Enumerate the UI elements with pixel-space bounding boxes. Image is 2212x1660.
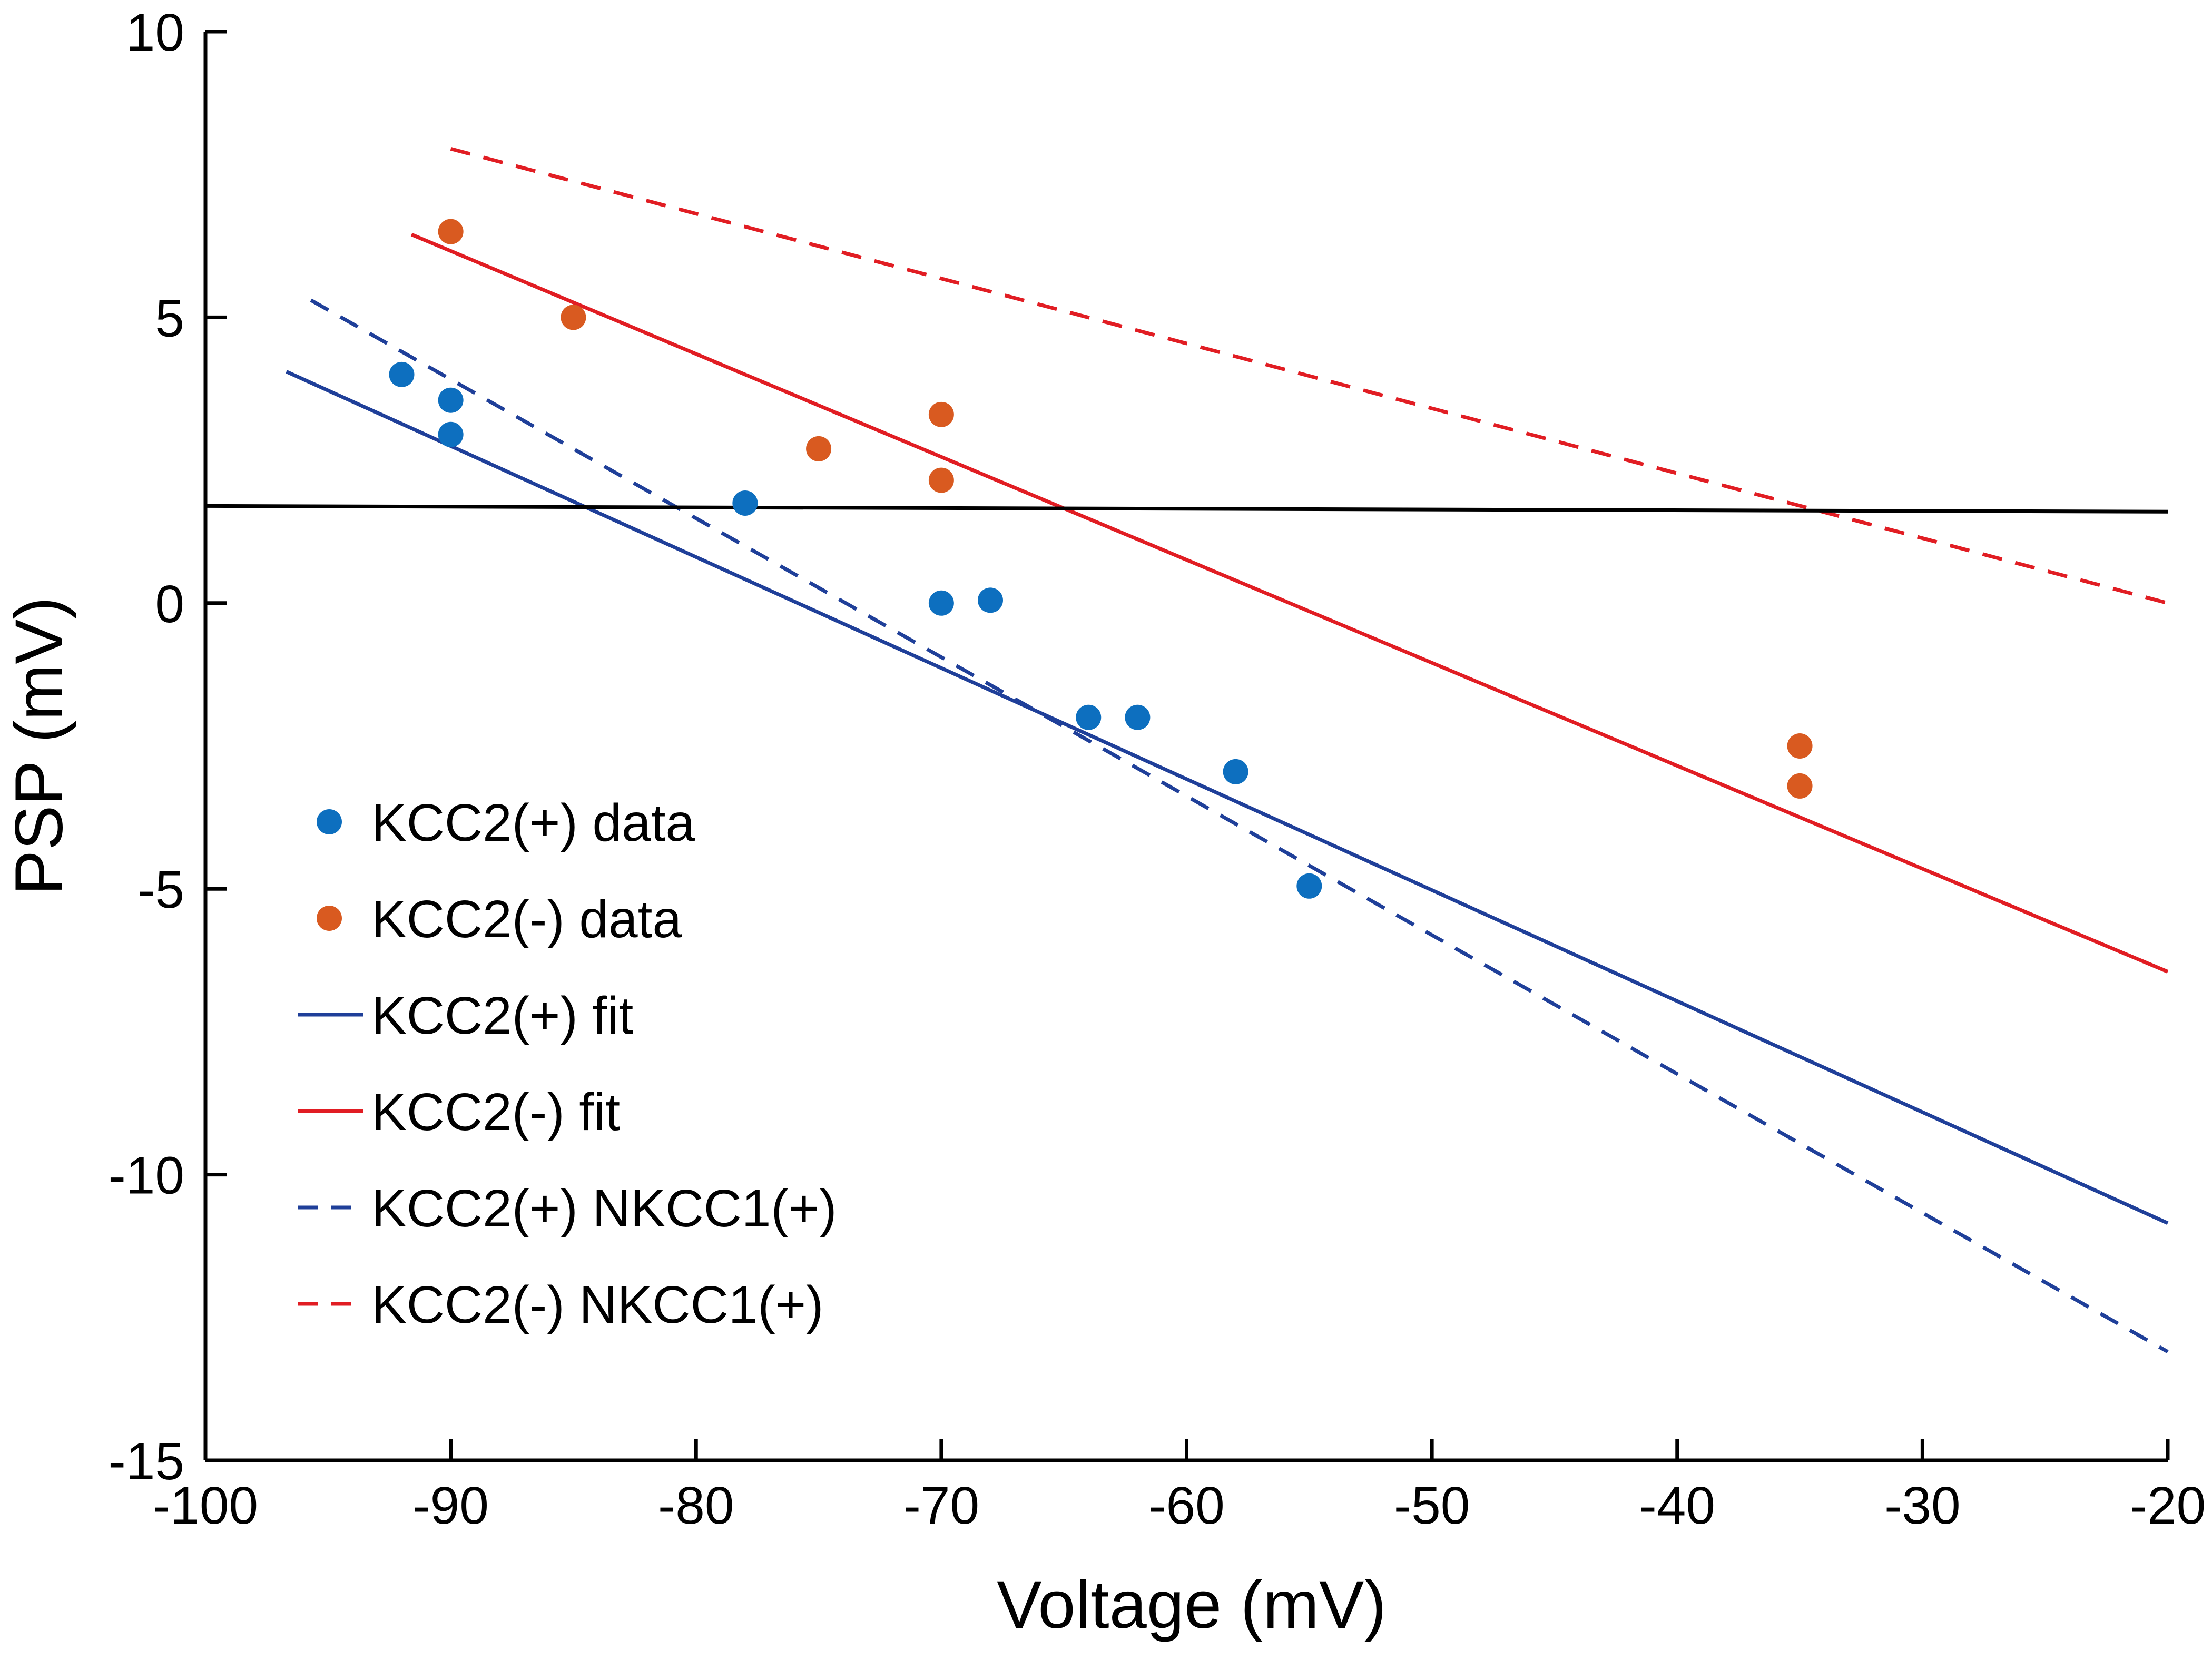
y-tick-label-1: -10 xyxy=(108,1146,184,1205)
data-point-1-1 xyxy=(561,305,586,330)
legend-marker-1 xyxy=(317,906,342,931)
series-line-2 xyxy=(286,370,2169,1225)
x-tick-label-0: -100 xyxy=(153,1476,258,1535)
y-tick-label-3: 0 xyxy=(155,575,184,634)
legend-label-0: KCC2(+) data xyxy=(371,793,695,852)
legend-label-2: KCC2(+) fit xyxy=(371,986,634,1045)
data-point-0-4 xyxy=(928,590,954,616)
data-point-0-7 xyxy=(1125,704,1151,730)
legend-label-1: KCC2(-) data xyxy=(371,890,682,949)
data-point-0-6 xyxy=(1076,704,1102,730)
data-point-1-2 xyxy=(806,436,832,461)
series-line-4 xyxy=(310,298,2169,1353)
y-tick-label-5: 10 xyxy=(126,3,184,62)
data-point-1-4 xyxy=(928,467,954,493)
legend-label-5: KCC2(-) NKCC1(+) xyxy=(371,1275,823,1334)
data-point-1-6 xyxy=(1787,773,1813,799)
y-axis-ticks: -15 -10 -5 0 5 10 xyxy=(108,3,227,1491)
x-axis-label: Voltage (mV) xyxy=(997,1567,1387,1643)
series-line-6 xyxy=(205,504,2168,514)
data-point-1-0 xyxy=(438,219,464,244)
x-tick-label-7: -30 xyxy=(1884,1476,1961,1535)
data-point-0-1 xyxy=(438,387,464,413)
y-tick-label-4: 5 xyxy=(155,289,184,348)
x-tick-label-4: -60 xyxy=(1148,1476,1225,1535)
legend-label-3: KCC2(-) fit xyxy=(371,1083,620,1142)
x-axis-ticks: -100 -90 -80 -70 -60 -50 -40 -30 -20 xyxy=(153,1439,2206,1535)
legend-label-4: KCC2(+) NKCC1(+) xyxy=(371,1179,837,1238)
y-tick-label-0: -15 xyxy=(108,1432,184,1491)
legend-marker-0 xyxy=(317,809,342,834)
data-point-0-8 xyxy=(1223,759,1248,784)
x-tick-label-6: -40 xyxy=(1639,1476,1715,1535)
y-axis-label: PSP (mV) xyxy=(2,597,77,896)
legend: KCC2(+) data KCC2(-) data KCC2(+) fit KCC2(… xyxy=(298,793,837,1334)
data-point-0-3 xyxy=(732,490,758,516)
plot-area xyxy=(205,147,2169,1353)
data-point-0-5 xyxy=(978,587,1003,613)
series-line-5 xyxy=(450,147,2168,605)
data-point-0-0 xyxy=(389,361,415,387)
x-tick-label-5: -50 xyxy=(1394,1476,1470,1535)
data-point-0-9 xyxy=(1296,873,1322,899)
data-point-1-3 xyxy=(928,401,954,427)
x-tick-label-1: -90 xyxy=(412,1476,489,1535)
x-tick-label-3: -70 xyxy=(903,1476,980,1535)
data-point-1-5 xyxy=(1787,733,1813,759)
data-point-0-2 xyxy=(438,421,464,447)
y-tick-label-2: -5 xyxy=(137,860,184,919)
series-line-3 xyxy=(410,232,2169,974)
x-tick-label-2: -80 xyxy=(658,1476,734,1535)
x-tick-label-8: -20 xyxy=(2130,1476,2206,1535)
